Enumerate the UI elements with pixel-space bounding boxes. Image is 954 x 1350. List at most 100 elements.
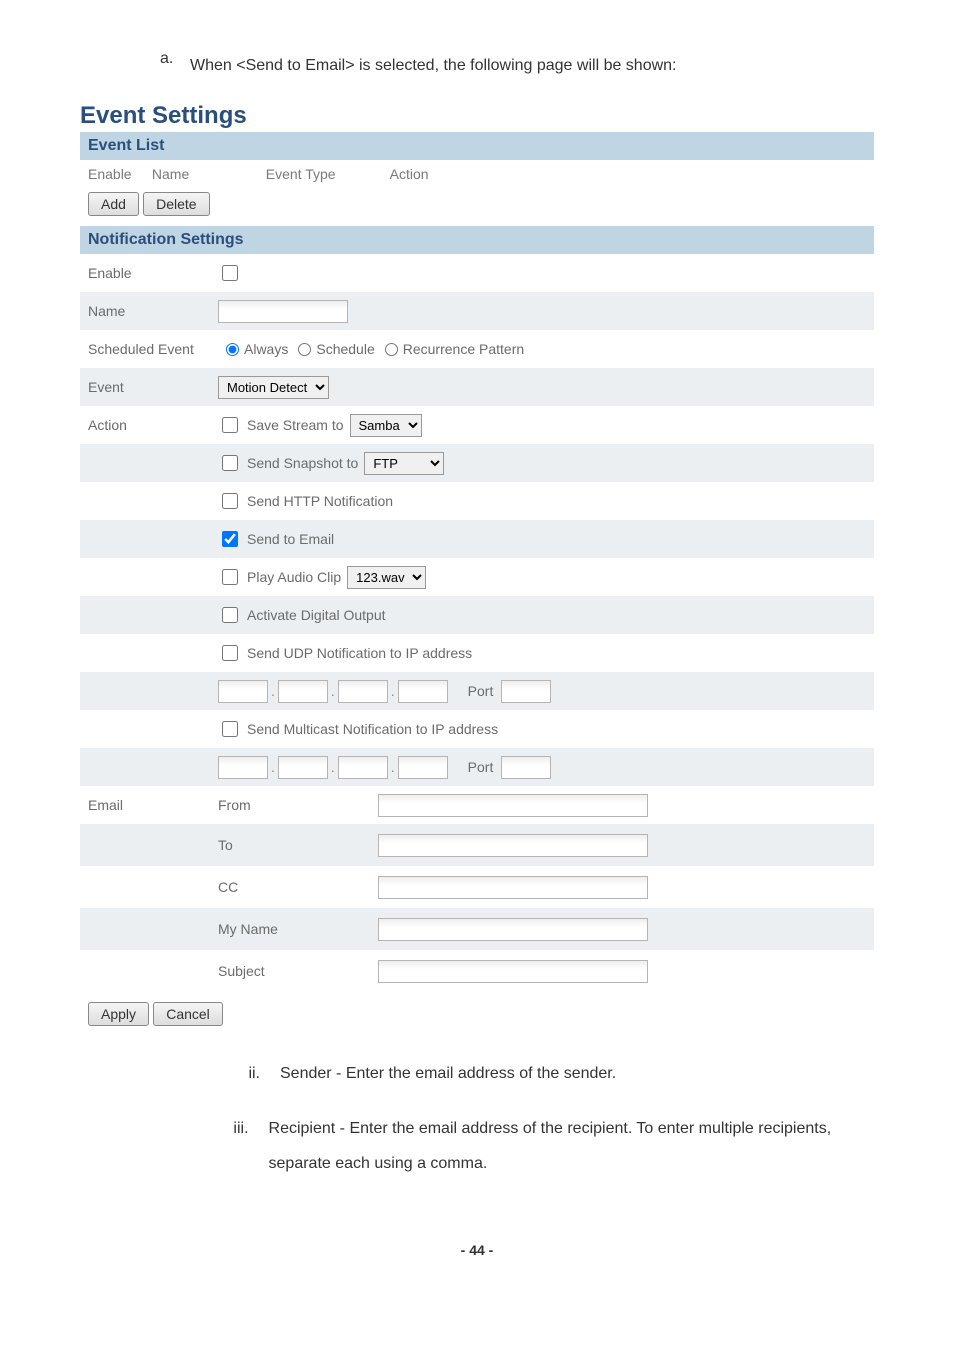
digital-out-checkbox[interactable] bbox=[222, 607, 238, 623]
save-stream-checkbox[interactable] bbox=[222, 417, 238, 433]
digital-out-label: Activate Digital Output bbox=[247, 607, 386, 623]
intro-text: When <Send to Email> is selected, the fo… bbox=[190, 50, 677, 82]
http-notif-row: Send HTTP Notification bbox=[80, 482, 874, 520]
udp-notif-label: Send UDP Notification to IP address bbox=[247, 645, 472, 661]
email-myname-label: My Name bbox=[218, 921, 378, 937]
note-ii: ii. Sender - Enter the email address of … bbox=[210, 1056, 874, 1091]
udp-ip-octet-1[interactable] bbox=[218, 680, 268, 703]
schedule-recurrence-radio[interactable] bbox=[385, 343, 398, 356]
name-label: Name bbox=[88, 303, 218, 319]
note-ii-marker: ii. bbox=[210, 1056, 280, 1091]
dot-icon: . bbox=[271, 683, 275, 699]
event-select[interactable]: Motion Detect bbox=[218, 376, 329, 399]
note-iii-marker: iii. bbox=[210, 1111, 269, 1181]
send-snapshot-label: Send Snapshot to bbox=[247, 455, 358, 471]
name-input[interactable] bbox=[218, 300, 348, 323]
email-subject-input[interactable] bbox=[378, 960, 648, 983]
email-myname-row: My Name bbox=[80, 908, 874, 950]
email-from-row: Email From bbox=[80, 786, 874, 824]
mc-port-input[interactable] bbox=[501, 756, 551, 779]
event-label: Event bbox=[88, 379, 218, 395]
email-subject-row: Subject bbox=[80, 950, 874, 992]
note-ii-text: Sender - Enter the email address of the … bbox=[280, 1056, 616, 1091]
enable-checkbox[interactable] bbox=[222, 265, 238, 281]
event-list-header: Event List bbox=[80, 132, 874, 160]
scheduled-row: Scheduled Event Always Schedule Recurren… bbox=[80, 330, 874, 368]
schedule-always-label: Always bbox=[244, 341, 288, 357]
list-marker: a. bbox=[160, 50, 190, 82]
action-row-first: Action Save Stream to Samba bbox=[80, 406, 874, 444]
mc-ip-octet-4[interactable] bbox=[398, 756, 448, 779]
email-from-input[interactable] bbox=[378, 794, 648, 817]
udp-ip-octet-4[interactable] bbox=[398, 680, 448, 703]
multicast-notif-checkbox[interactable] bbox=[222, 721, 238, 737]
udp-ip-octet-3[interactable] bbox=[338, 680, 388, 703]
play-audio-row: Play Audio Clip 123.wav bbox=[80, 558, 874, 596]
send-email-checkbox[interactable] bbox=[222, 531, 238, 547]
dot-icon: . bbox=[391, 683, 395, 699]
email-from-label: From bbox=[218, 797, 378, 813]
event-list-columns: Enable Name Event Type Action bbox=[80, 160, 874, 188]
col-enable: Enable bbox=[88, 166, 148, 182]
event-list-buttons: Add Delete bbox=[80, 188, 874, 226]
http-notif-checkbox[interactable] bbox=[222, 493, 238, 509]
col-event-type: Event Type bbox=[266, 166, 386, 182]
email-subject-label: Subject bbox=[218, 963, 378, 979]
scheduled-label: Scheduled Event bbox=[88, 341, 218, 357]
delete-button[interactable]: Delete bbox=[143, 192, 209, 216]
udp-port-input[interactable] bbox=[501, 680, 551, 703]
email-to-row: To bbox=[80, 824, 874, 866]
email-to-label: To bbox=[218, 837, 378, 853]
http-notif-label: Send HTTP Notification bbox=[247, 493, 393, 509]
multicast-notif-label: Send Multicast Notification to IP addres… bbox=[247, 721, 498, 737]
digital-out-row: Activate Digital Output bbox=[80, 596, 874, 634]
email-to-input[interactable] bbox=[378, 834, 648, 857]
udp-ip-octet-2[interactable] bbox=[278, 680, 328, 703]
schedule-schedule-radio[interactable] bbox=[298, 343, 311, 356]
udp-notif-checkbox[interactable] bbox=[222, 645, 238, 661]
send-email-label: Send to Email bbox=[247, 531, 334, 547]
udp-port-label: Port bbox=[468, 683, 494, 699]
mc-ip-octet-1[interactable] bbox=[218, 756, 268, 779]
name-row: Name bbox=[80, 292, 874, 330]
send-snapshot-row: Send Snapshot to FTP bbox=[80, 444, 874, 482]
save-stream-label: Save Stream to bbox=[247, 417, 344, 433]
mc-ip-octet-2[interactable] bbox=[278, 756, 328, 779]
notification-settings-header: Notification Settings bbox=[80, 226, 874, 254]
multicast-notif-row: Send Multicast Notification to IP addres… bbox=[80, 710, 874, 748]
send-email-row: Send to Email bbox=[80, 520, 874, 558]
play-audio-label: Play Audio Clip bbox=[247, 569, 341, 585]
event-row: Event Motion Detect bbox=[80, 368, 874, 406]
dot-icon: . bbox=[391, 759, 395, 775]
play-audio-select[interactable]: 123.wav bbox=[347, 566, 426, 589]
dot-icon: . bbox=[271, 759, 275, 775]
multicast-ip-row: . . . Port bbox=[80, 748, 874, 786]
mc-ip-octet-3[interactable] bbox=[338, 756, 388, 779]
save-stream-select[interactable]: Samba bbox=[350, 414, 422, 437]
email-myname-input[interactable] bbox=[378, 918, 648, 941]
send-snapshot-checkbox[interactable] bbox=[222, 455, 238, 471]
email-cc-row: CC bbox=[80, 866, 874, 908]
udp-ip-row: . . . Port bbox=[80, 672, 874, 710]
action-label: Action bbox=[88, 417, 218, 433]
mc-port-label: Port bbox=[468, 759, 494, 775]
schedule-recurrence-label: Recurrence Pattern bbox=[403, 341, 524, 357]
apply-button[interactable]: Apply bbox=[88, 1002, 149, 1026]
email-cc-input[interactable] bbox=[378, 876, 648, 899]
cancel-button[interactable]: Cancel bbox=[153, 1002, 223, 1026]
play-audio-checkbox[interactable] bbox=[222, 569, 238, 585]
send-snapshot-select[interactable]: FTP bbox=[364, 452, 444, 475]
note-iii-text: Recipient - Enter the email address of t… bbox=[269, 1111, 874, 1181]
col-name: Name bbox=[152, 166, 262, 182]
note-iii: iii. Recipient - Enter the email address… bbox=[210, 1111, 874, 1181]
add-button[interactable]: Add bbox=[88, 192, 139, 216]
enable-label: Enable bbox=[88, 265, 218, 281]
enable-row: Enable bbox=[80, 254, 874, 292]
dot-icon: . bbox=[331, 759, 335, 775]
schedule-always-radio[interactable] bbox=[226, 343, 239, 356]
email-section-label: Email bbox=[88, 797, 218, 813]
udp-notif-row: Send UDP Notification to IP address bbox=[80, 634, 874, 672]
dot-icon: . bbox=[331, 683, 335, 699]
page-title: Event Settings bbox=[80, 102, 874, 130]
col-action: Action bbox=[390, 166, 429, 182]
